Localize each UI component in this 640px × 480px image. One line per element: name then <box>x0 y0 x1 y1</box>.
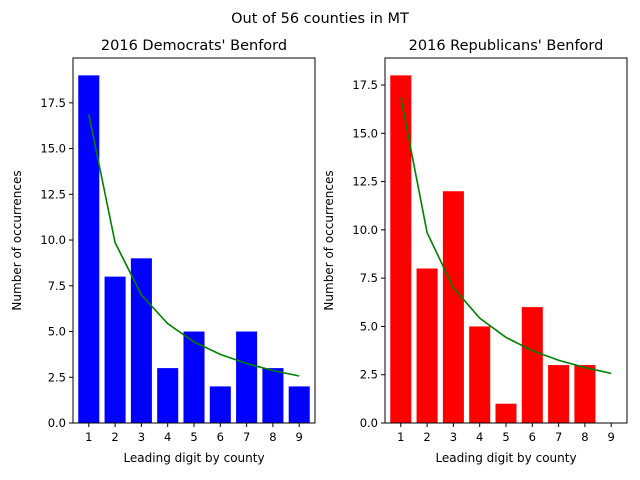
democrats-x-tick-label: 5 <box>190 430 197 444</box>
democrats-bar-9 <box>288 386 310 423</box>
democrats-y-axis-label: Number of occurrences <box>10 170 24 310</box>
republicans-expected-line <box>399 97 612 375</box>
democrats-y-ticks: 0.0 2.5 5.0 7.5 10.0 12.5 15.0 17.5 <box>40 96 73 430</box>
republicans-bars <box>390 75 596 423</box>
republicans-bar-7 <box>548 365 570 423</box>
republicans-y-axis-label: Number of occurrences <box>322 170 336 310</box>
republicans-bar-4 <box>469 326 491 423</box>
democrats-y-tick-label: 0.0 <box>48 416 66 430</box>
republicans-bar-5 <box>495 403 517 423</box>
democrats-bar-1 <box>78 75 100 423</box>
republicans-x-tick-label: 6 <box>529 430 536 444</box>
republicans-y-tick-label: 7.5 <box>360 271 378 285</box>
democrats-y-tick-label: 12.5 <box>40 187 66 201</box>
republicans-x-tick-label: 1 <box>397 430 404 444</box>
republicans-bar-2 <box>416 268 438 423</box>
democrats-bars <box>78 75 310 423</box>
democrats-bar-6 <box>209 386 231 423</box>
democrats-y-tick-label: 2.5 <box>48 370 66 384</box>
democrats-x-tick-label: 3 <box>138 430 145 444</box>
republicans-x-tick-label: 8 <box>581 430 588 444</box>
republicans-bar-6 <box>521 307 543 423</box>
democrats-x-tick-label: 2 <box>111 430 118 444</box>
republicans-y-tick-label: 10.0 <box>352 223 378 237</box>
figure-suptitle: Out of 56 counties in MT <box>231 11 409 27</box>
republicans-x-ticks: 1 2 3 4 5 6 7 8 9 <box>397 423 615 444</box>
republicans-x-tick-label: 4 <box>476 430 483 444</box>
democrats-y-tick-label: 10.0 <box>40 233 66 247</box>
republicans-expected-polyline <box>399 97 612 375</box>
democrats-x-tick-label: 4 <box>164 430 171 444</box>
democrats-bar-8 <box>262 368 284 423</box>
democrats-x-tick-label: 6 <box>217 430 224 444</box>
democrats-bar-7 <box>236 331 258 423</box>
republicans-y-tick-label: 2.5 <box>360 368 378 382</box>
democrats-x-tick-label: 8 <box>269 430 276 444</box>
democrats-x-tick-label: 9 <box>296 430 303 444</box>
republicans-y-tick-label: 17.5 <box>352 78 378 92</box>
republicans-y-tick-label: 15.0 <box>352 126 378 140</box>
republicans-bar-1 <box>390 75 412 423</box>
democrats-x-tick-label: 1 <box>85 430 92 444</box>
republicans-x-tick-label: 3 <box>450 430 457 444</box>
republicans-axes-frame <box>384 57 628 424</box>
democrats-x-tick-label: 7 <box>243 430 250 444</box>
democrats-expected-polyline <box>87 114 300 377</box>
republicans-y-tick-label: 0.0 <box>360 416 378 430</box>
republicans-subplot: 0.0 2.5 5.0 7.5 10.0 12.5 15.0 17.5 1 2 3 4 5 6 7 8 9 2… <box>322 38 628 465</box>
democrats-y-tick-label: 7.5 <box>48 279 66 293</box>
republicans-y-tick-label: 5.0 <box>360 319 378 333</box>
republicans-x-tick-label: 7 <box>555 430 562 444</box>
democrats-subplot: 0.0 2.5 5.0 7.5 10.0 12.5 15.0 17.5 1 2 3 4 5 6 7 8 9 2… <box>10 38 316 465</box>
republicans-x-tick-label: 9 <box>608 430 615 444</box>
republicans-x-tick-label: 2 <box>423 430 430 444</box>
democrats-expected-line <box>87 114 300 377</box>
democrats-y-tick-label: 15.0 <box>40 142 66 156</box>
democrats-bar-4 <box>157 368 179 423</box>
democrats-chart-title: 2016 Democrats' Benford <box>101 38 287 54</box>
republicans-y-ticks: 0.0 2.5 5.0 7.5 10.0 12.5 15.0 17.5 <box>352 78 385 430</box>
democrats-bar-2 <box>104 276 126 423</box>
republicans-bar-8 <box>574 365 596 423</box>
republicans-chart-title: 2016 Republicans' Benford <box>409 38 604 54</box>
republicans-x-tick-label: 5 <box>502 430 509 444</box>
democrats-y-tick-label: 5.0 <box>48 325 66 339</box>
republicans-bar-3 <box>442 191 464 423</box>
republicans-y-tick-label: 12.5 <box>352 175 378 189</box>
democrats-bar-5 <box>183 331 205 423</box>
democrats-bar-3 <box>130 258 152 423</box>
democrats-axes-frame <box>72 57 316 424</box>
democrats-x-ticks: 1 2 3 4 5 6 7 8 9 <box>85 423 303 444</box>
democrats-y-tick-label: 17.5 <box>40 96 66 110</box>
democrats-x-axis-label: Leading digit by county <box>123 451 264 465</box>
republicans-x-axis-label: Leading digit by county <box>435 451 576 465</box>
